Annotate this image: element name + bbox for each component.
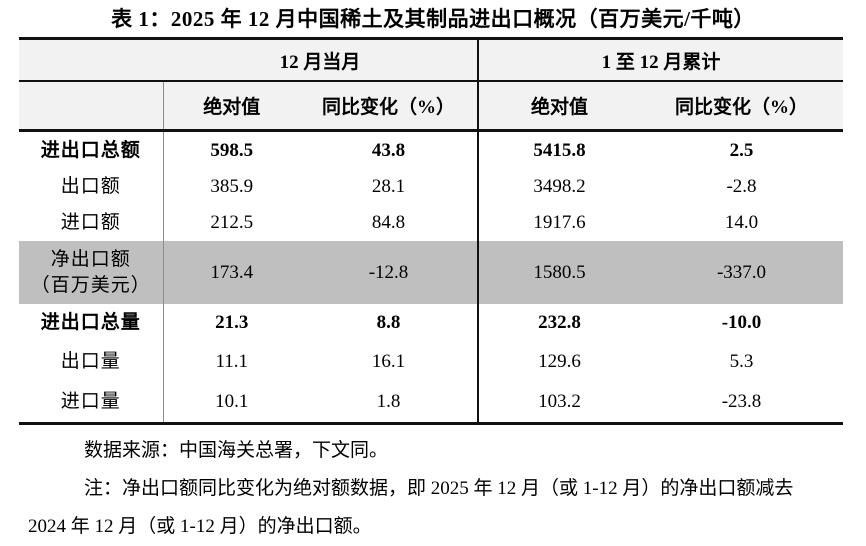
table-row-export-value: 出口额 385.9 28.1 3498.2 -2.8 xyxy=(19,169,843,204)
cell-value: 173.4 xyxy=(162,241,300,304)
col-group-cumulative: 1 至 12 月累计 xyxy=(477,38,844,82)
cell-value: 43.8 xyxy=(371,139,406,161)
subheader-yoy-month: 同比变化（%） xyxy=(300,81,479,132)
cell-value: 385.9 xyxy=(162,169,300,204)
row-label: 出口额 xyxy=(60,175,121,197)
cell-value: 3498.2 xyxy=(477,169,641,204)
cell-value: 5.3 xyxy=(729,350,754,372)
row-label: 进口量 xyxy=(60,391,121,413)
table-row-total-volume: 进出口总量 21.3 8.8 232.8 -10.0 xyxy=(19,304,843,341)
subheader-absolute-cum: 绝对值 xyxy=(477,81,641,132)
footnotes: 数据来源：中国海关总署，下文同。 注：净出口额同比变化为绝对额数据，即 2025… xyxy=(28,432,836,546)
table-row-net-export-highlighted: 净出口额 （百万美元） 173.4 -12.8 1580.5 -337.0 xyxy=(19,241,844,304)
cell-value: -337.0 xyxy=(640,241,844,304)
corner-cell xyxy=(19,81,163,132)
cell-value: 8.8 xyxy=(376,311,401,333)
row-label: 净出口额 （百万美元） xyxy=(19,241,163,304)
table-row-total-value: 进出口总额 598.5 43.8 5415.8 2.5 xyxy=(19,130,843,169)
subheader-yoy-cum: 同比变化（%） xyxy=(640,81,844,132)
row-label: 进出口总量 xyxy=(40,311,141,333)
col-group-current-month: 12 月当月 xyxy=(163,38,479,82)
cell-value: -2.8 xyxy=(726,175,757,197)
cell-value: -10.0 xyxy=(721,311,762,333)
row-label: 进出口总额 xyxy=(40,139,141,161)
header-row-groups: 12 月当月 1 至 12 月累计 xyxy=(19,38,844,82)
corner-cell xyxy=(19,38,163,82)
cell-value: 129.6 xyxy=(477,341,641,382)
cell-value: 212.5 xyxy=(162,204,300,241)
cell-value: 232.8 xyxy=(477,304,641,341)
cell-value: 103.2 xyxy=(477,382,641,424)
cell-value: 1580.5 xyxy=(477,241,641,304)
table-title: 表 1：2025 年 12 月中国稀土及其制品进出口概况（百万美元/千吨） xyxy=(111,7,755,31)
row-label: 出口量 xyxy=(60,350,121,372)
cell-value: 11.1 xyxy=(162,341,300,382)
cell-value: 598.5 xyxy=(162,130,300,169)
cell-value: 16.1 xyxy=(371,350,406,372)
cell-value: -23.8 xyxy=(721,391,762,412)
table-row-export-volume: 出口量 11.1 16.1 129.6 5.3 xyxy=(19,341,843,382)
cell-value: 28.1 xyxy=(371,175,406,197)
cell-value: 1.8 xyxy=(376,391,401,412)
cell-value: 10.1 xyxy=(162,382,300,424)
table-row-import-value: 进口额 212.5 84.8 1917.6 14.0 xyxy=(19,204,843,241)
cell-value: 5415.8 xyxy=(477,130,641,169)
cell-value: -12.8 xyxy=(300,241,479,304)
cell-value: 84.8 xyxy=(371,211,406,233)
cell-value: 2.5 xyxy=(729,139,754,161)
cell-value: 21.3 xyxy=(162,304,300,341)
data-table: 12 月当月 1 至 12 月累计 绝对值 同比变化（%） 绝对值 同比变化（%… xyxy=(19,37,844,425)
row-label: 进口额 xyxy=(60,211,121,233)
subheader-absolute-month: 绝对值 xyxy=(162,81,300,132)
table-row-import-volume: 进口量 10.1 1.8 103.2 -23.8 xyxy=(19,382,843,424)
cell-value: 1917.6 xyxy=(477,204,641,241)
data-source-note: 数据来源：中国海关总署，下文同。 xyxy=(84,440,389,461)
cell-value: 14.0 xyxy=(724,211,759,233)
net-export-footnote: 注：净出口额同比变化为绝对额数据，即 2025 年 12 月（或 1-12 月）… xyxy=(28,478,794,537)
header-row-sub: 绝对值 同比变化（%） 绝对值 同比变化（%） xyxy=(19,81,844,132)
report-page: 表 1：2025 年 12 月中国稀土及其制品进出口概况（百万美元/千吨） 12… xyxy=(0,4,866,544)
